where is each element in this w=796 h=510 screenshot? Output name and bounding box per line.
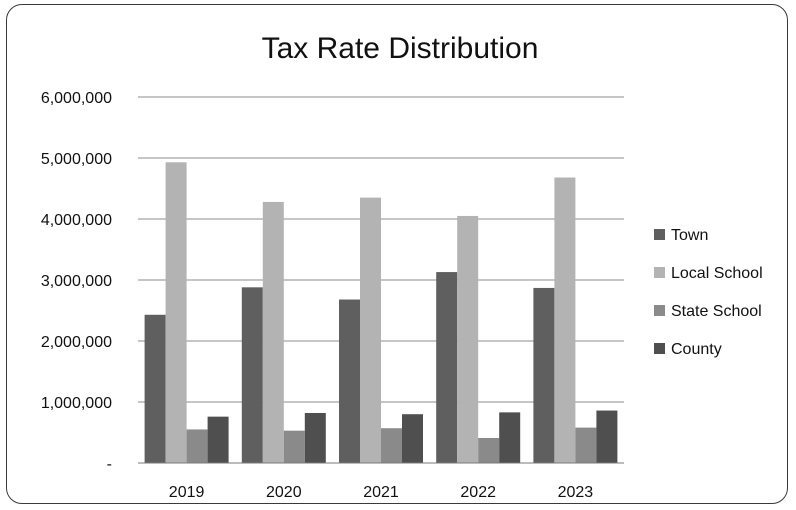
x-tick-label: 2019 [169, 484, 205, 501]
x-tick-label: 2021 [363, 484, 399, 501]
bar-county [499, 412, 521, 463]
legend-swatch [654, 229, 665, 240]
y-tick-label: 4,000,000 [41, 212, 112, 229]
bar-state-school [283, 430, 305, 463]
legend: Town Local School State School County [654, 227, 763, 358]
bar-county [402, 414, 423, 463]
bar-county [596, 410, 618, 463]
x-axis-ticks: 2019 2020 2021 2022 2023 [169, 484, 593, 501]
bar-town [241, 287, 263, 463]
bar-state-school [478, 437, 500, 463]
y-tick-label: - [107, 456, 112, 473]
y-axis-ticks: - 1,000,000 2,000,000 3,000,000 4,000,000 5,0… [41, 90, 112, 473]
y-tick-label: 5,000,000 [41, 151, 112, 168]
legend-swatch [654, 267, 665, 278]
bar-state-school [575, 427, 597, 463]
bar-town [533, 287, 555, 463]
bar-local-school [554, 177, 576, 463]
x-tick-label: 2023 [558, 484, 594, 501]
x-tick-label: 2022 [460, 484, 496, 501]
legend-swatch [654, 343, 665, 354]
y-tick-label: 1,000,000 [41, 395, 112, 412]
bar-town [436, 272, 458, 463]
bar-county [207, 416, 229, 463]
y-tick-label: 6,000,000 [41, 90, 112, 107]
bar-local-school [262, 201, 284, 464]
legend-swatch [654, 305, 665, 316]
bar-state-school [186, 429, 208, 463]
legend-label: Town [671, 227, 708, 244]
legend-label: State School [671, 303, 762, 320]
bars [144, 162, 618, 464]
bar-town [339, 299, 360, 463]
chart-title: Tax Rate Distribution [262, 32, 539, 65]
y-tick-label: 2,000,000 [41, 334, 112, 351]
bar-county [304, 412, 326, 463]
legend-label: Local School [671, 265, 763, 282]
bar-local-school [360, 197, 381, 463]
x-tick-label: 2020 [266, 484, 302, 501]
bar-town [144, 314, 166, 463]
y-tick-label: 3,000,000 [41, 273, 112, 290]
chart-frame [6, 4, 788, 504]
bar-state-school [381, 428, 402, 463]
legend-label: County [671, 341, 722, 358]
bar-local-school [457, 215, 479, 463]
bar-local-school [165, 162, 187, 463]
